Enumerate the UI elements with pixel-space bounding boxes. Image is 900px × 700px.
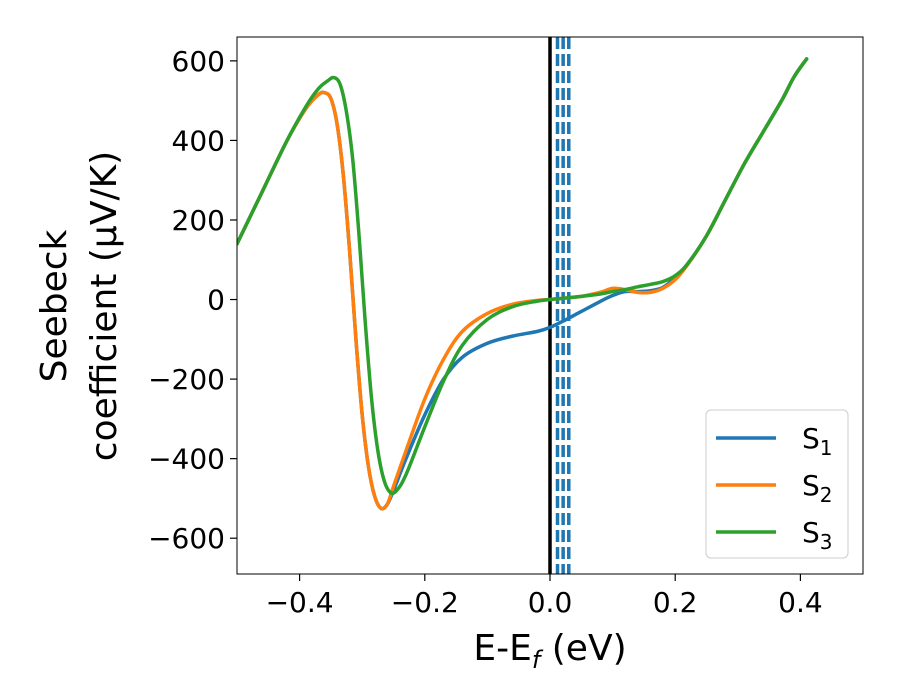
legend-box — [705, 409, 849, 559]
axis-ticks: −0.4 −0.2 0.0 0.2 0.4 −600 −400 −200 0 200 400 600 — [148, 45, 823, 619]
y-tick-label: 400 — [172, 124, 225, 157]
plot-area — [237, 37, 809, 574]
y-tick-label: −200 — [148, 363, 225, 396]
x-axis-label: E-Ef (eV) — [473, 628, 626, 674]
y-axis-label-line1: Seebeck — [34, 229, 75, 382]
x-tick-label: 0.4 — [778, 586, 823, 619]
y-tick-label: −400 — [148, 443, 225, 476]
x-tick-label: 0.2 — [653, 586, 698, 619]
y-axis-label-line2: coefficient (μV/K) — [84, 151, 125, 461]
y-tick-label: 0 — [207, 284, 225, 317]
x-tick-label: −0.4 — [266, 586, 334, 619]
y-tick-label: 200 — [172, 204, 225, 237]
series-line-s3 — [237, 57, 809, 496]
y-tick-label: 600 — [172, 45, 225, 78]
legend-label-s1: S1 — [802, 422, 833, 460]
legend: S1 S2 S3 — [705, 409, 849, 559]
x-tick-label: 0.0 — [528, 586, 573, 619]
y-axis-label: Seebeck coefficient (μV/K) — [34, 151, 125, 461]
x-tick-label: −0.2 — [391, 586, 459, 619]
legend-label-s3: S3 — [802, 516, 833, 554]
legend-label-s2: S2 — [802, 469, 833, 507]
y-tick-label: −600 — [148, 522, 225, 555]
